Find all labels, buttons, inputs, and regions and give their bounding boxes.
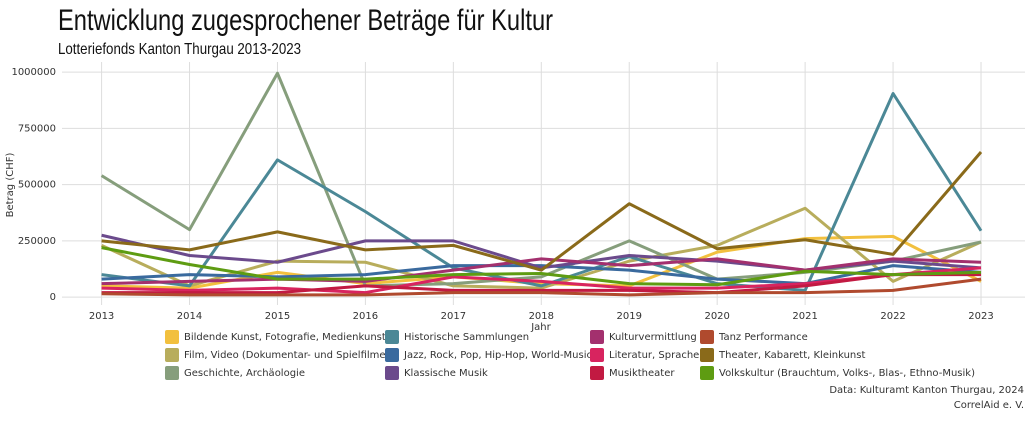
legend-label: Literatur, Sprache xyxy=(609,350,699,361)
legend-label: Historische Sammlungen xyxy=(404,332,529,343)
legend-label: Bildende Kunst, Fotografie, Medienkunst xyxy=(184,332,386,343)
legend-swatch xyxy=(700,348,714,362)
legend-label: Film, Video (Dokumentar- und Spielfilme) xyxy=(184,350,390,361)
legend-swatch xyxy=(165,330,179,344)
legend-label: Theater, Kabarett, Kleinkunst xyxy=(718,350,865,361)
x-tick-label: 2023 xyxy=(968,311,993,322)
caption: CorrelAid e. V. xyxy=(954,400,1024,411)
chart-title: Entwicklung zugesprochener Beträge für K… xyxy=(58,4,553,37)
x-tick-label: 2020 xyxy=(704,311,729,322)
y-tick-label: 750000 xyxy=(18,123,56,134)
x-tick-label: 2021 xyxy=(792,311,817,322)
y-axis-label: Betrag (CHF) xyxy=(5,153,16,218)
y-tick-label: 500000 xyxy=(18,180,56,191)
legend-swatch xyxy=(700,366,714,380)
series-line xyxy=(101,264,982,286)
series-line xyxy=(101,92,983,292)
legend-swatch xyxy=(165,366,179,380)
y-tick-label: 1000000 xyxy=(11,67,56,78)
series-line xyxy=(101,277,982,297)
legend-swatch xyxy=(165,348,179,362)
series-line xyxy=(100,206,982,290)
series-line xyxy=(101,273,982,295)
legend-swatch xyxy=(385,348,399,362)
x-axis-label: Jahr xyxy=(530,322,551,333)
y-tick-label: 0 xyxy=(50,292,56,303)
x-tick-label: 2022 xyxy=(880,311,905,322)
x-tick-label: 2013 xyxy=(89,311,114,322)
legend-swatch xyxy=(590,366,604,380)
legend-swatch xyxy=(700,330,714,344)
legend-label: Geschichte, Archäologie xyxy=(184,368,305,379)
x-tick-label: 2015 xyxy=(265,311,290,322)
x-tick-label: 2017 xyxy=(441,311,466,322)
legend-swatch xyxy=(590,330,604,344)
x-tick-label: 2018 xyxy=(529,311,554,322)
legend-label: Jazz, Rock, Pop, Hip-Hop, World-Music xyxy=(403,350,592,361)
x-tick-label: 2016 xyxy=(353,311,378,322)
chart-subtitle: Lotteriefonds Kanton Thurgau 2013-2023 xyxy=(58,41,301,58)
legend-label: Tanz Performance xyxy=(718,332,808,343)
series-line xyxy=(101,257,982,286)
y-tick-label: 250000 xyxy=(18,236,56,247)
series-line xyxy=(101,151,983,272)
x-tick-label: 2019 xyxy=(617,311,642,322)
series-line xyxy=(101,246,982,287)
legend-swatch xyxy=(385,330,399,344)
legend-label: Volkskultur (Brauchtum, Volks-, Blas-, E… xyxy=(719,368,975,379)
legend-swatch xyxy=(385,366,399,380)
legend-swatch xyxy=(590,348,604,362)
legend-label: Musiktheater xyxy=(609,368,675,379)
legend-label: Klassische Musik xyxy=(404,368,488,379)
x-tick-label: 2014 xyxy=(177,311,202,322)
caption: Data: Kulturamt Kanton Thurgau, 2024 xyxy=(829,385,1024,396)
legend-label: Kulturvermittlung xyxy=(609,332,697,343)
